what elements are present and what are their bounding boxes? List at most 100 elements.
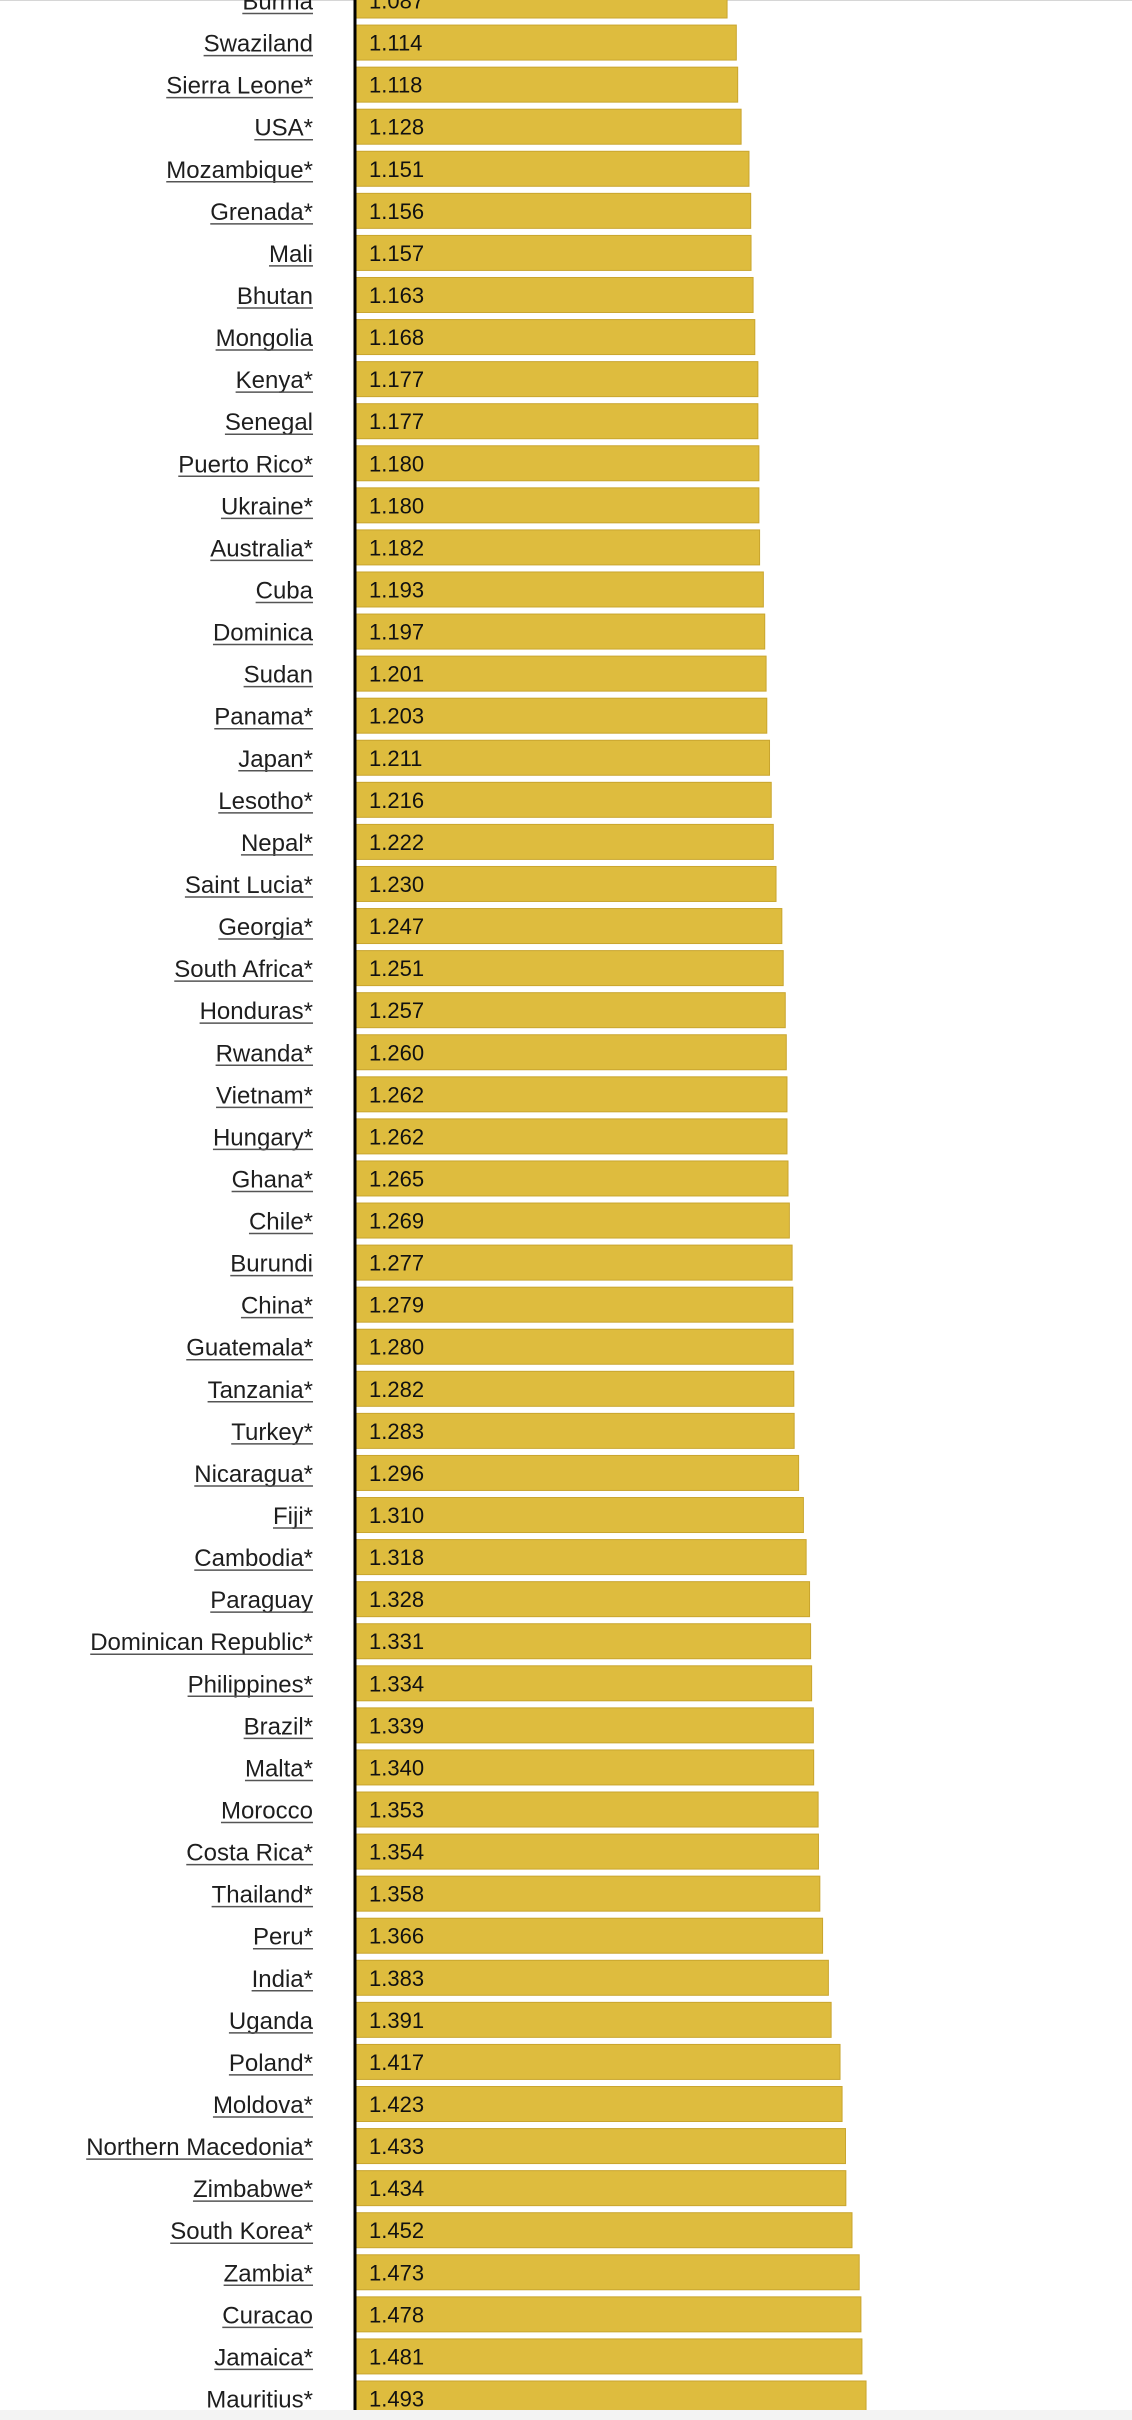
country-label[interactable]: Nicaragua* xyxy=(194,1461,313,1488)
country-label[interactable]: Sudan xyxy=(244,662,313,689)
country-label[interactable]: Dominican Republic* xyxy=(90,1629,313,1656)
country-label[interactable]: Mongolia xyxy=(216,325,314,352)
bar-value-label: 1.087 xyxy=(369,0,424,14)
country-label[interactable]: Burundi xyxy=(230,1251,313,1278)
country-label[interactable]: Burma xyxy=(242,0,313,16)
country-label[interactable]: Ukraine* xyxy=(221,493,313,520)
bar xyxy=(354,1707,814,1744)
bar xyxy=(354,2001,832,2038)
country-label[interactable]: Uganda xyxy=(229,2008,314,2035)
bar-value-label: 1.283 xyxy=(369,1419,424,1444)
bar xyxy=(354,655,767,692)
bar-value-label: 1.201 xyxy=(369,662,424,687)
country-label[interactable]: Georgia* xyxy=(218,914,313,941)
country-label[interactable]: USA* xyxy=(254,115,313,142)
bar-value-label: 1.310 xyxy=(369,1503,424,1528)
country-label[interactable]: Honduras* xyxy=(200,998,313,1025)
country-label[interactable]: Tanzania* xyxy=(208,1377,313,1404)
bar-value-label: 1.417 xyxy=(369,2050,424,2075)
bar xyxy=(354,150,750,187)
country-label[interactable]: Cambodia* xyxy=(194,1545,313,1572)
bar xyxy=(354,2212,853,2249)
country-label[interactable]: Moldova* xyxy=(213,2092,313,2119)
bar-value-label: 1.391 xyxy=(369,2008,424,2033)
bar-value-label: 1.247 xyxy=(369,914,424,939)
bar xyxy=(354,1623,812,1660)
country-label[interactable]: Cuba xyxy=(256,577,314,604)
country-label[interactable]: Paraguay xyxy=(210,1587,313,1614)
country-label[interactable]: South Africa* xyxy=(174,956,313,983)
bar xyxy=(354,1581,811,1618)
country-label[interactable]: Northern Macedonia* xyxy=(86,2134,313,2161)
country-label[interactable]: Rwanda* xyxy=(216,1040,313,1067)
country-label[interactable]: Nepal* xyxy=(241,830,313,857)
country-label[interactable]: Zimbabwe* xyxy=(193,2176,313,2203)
bar xyxy=(354,2338,863,2375)
bar xyxy=(354,192,752,229)
bar-value-label: 1.157 xyxy=(369,241,424,266)
country-label[interactable]: Panama* xyxy=(214,704,313,731)
country-label[interactable]: India* xyxy=(252,1966,313,1993)
bar xyxy=(354,2254,860,2291)
country-label[interactable]: Philippines* xyxy=(188,1671,313,1698)
bar-value-label: 1.156 xyxy=(369,199,424,224)
bar-value-label: 1.269 xyxy=(369,1209,424,1234)
country-label[interactable]: Turkey* xyxy=(231,1419,313,1446)
country-label[interactable]: Grenada* xyxy=(210,199,313,226)
bar-value-label: 1.257 xyxy=(369,998,424,1023)
country-label[interactable]: Senegal xyxy=(225,409,313,436)
country-label[interactable]: Mozambique* xyxy=(166,157,313,184)
bar-value-label: 1.180 xyxy=(369,493,424,518)
bar-value-label: 1.353 xyxy=(369,1798,424,1823)
country-label[interactable]: Puerto Rico* xyxy=(178,451,313,478)
country-label[interactable]: Ghana* xyxy=(232,1166,313,1193)
country-label[interactable]: Japan* xyxy=(238,746,313,773)
country-label[interactable]: Bhutan xyxy=(237,283,313,310)
bar xyxy=(354,66,739,103)
bar-value-label: 1.354 xyxy=(369,1840,424,1865)
country-label[interactable]: Dominica xyxy=(213,620,314,647)
country-label[interactable]: Zambia* xyxy=(224,2260,313,2287)
country-label[interactable]: Costa Rica* xyxy=(186,1840,313,1867)
country-label[interactable]: Guatemala* xyxy=(186,1335,313,1362)
country-label[interactable]: Peru* xyxy=(253,1924,313,1951)
bar-value-label: 1.493 xyxy=(369,2386,424,2411)
bar xyxy=(354,1833,819,1870)
bar-value-label: 1.328 xyxy=(369,1587,424,1612)
country-label[interactable]: Chile* xyxy=(249,1209,313,1236)
bar xyxy=(354,1076,788,1113)
country-label[interactable]: Kenya* xyxy=(236,367,313,394)
bar xyxy=(354,823,774,860)
country-label[interactable]: Australia* xyxy=(210,535,313,562)
bar-value-label: 1.423 xyxy=(369,2092,424,2117)
bar xyxy=(354,2170,847,2207)
country-label[interactable]: Hungary* xyxy=(213,1124,313,1151)
country-label[interactable]: Malta* xyxy=(245,1755,313,1782)
bar xyxy=(354,1328,794,1365)
country-label[interactable]: Thailand* xyxy=(212,1882,313,1909)
country-label[interactable]: Fiji* xyxy=(273,1503,313,1530)
country-label[interactable]: Vietnam* xyxy=(216,1082,313,1109)
bar-value-label: 1.260 xyxy=(369,1040,424,1065)
country-label[interactable]: Saint Lucia* xyxy=(185,872,313,899)
country-label[interactable]: China* xyxy=(241,1293,313,1320)
country-label[interactable]: Sierra Leone* xyxy=(166,73,313,100)
country-label[interactable]: Jamaica* xyxy=(214,2344,313,2371)
country-label[interactable]: South Korea* xyxy=(170,2218,313,2245)
bar xyxy=(354,2086,843,2122)
country-label[interactable]: Brazil* xyxy=(244,1713,313,1740)
country-label[interactable]: Mauritius* xyxy=(206,2386,313,2413)
country-label[interactable]: Morocco xyxy=(221,1798,313,1825)
bar-value-label: 1.434 xyxy=(369,2176,424,2201)
country-label[interactable]: Lesotho* xyxy=(218,788,313,815)
country-label[interactable]: Poland* xyxy=(229,2050,313,2077)
bar xyxy=(354,24,737,61)
bar-value-label: 1.251 xyxy=(369,956,424,981)
country-label[interactable]: Curacao xyxy=(222,2302,313,2329)
bar-value-label: 1.433 xyxy=(369,2134,424,2159)
bar-value-label: 1.222 xyxy=(369,830,424,855)
country-label[interactable]: Swaziland xyxy=(204,31,313,58)
bar xyxy=(354,1244,793,1281)
country-label[interactable]: Mali xyxy=(269,241,313,268)
